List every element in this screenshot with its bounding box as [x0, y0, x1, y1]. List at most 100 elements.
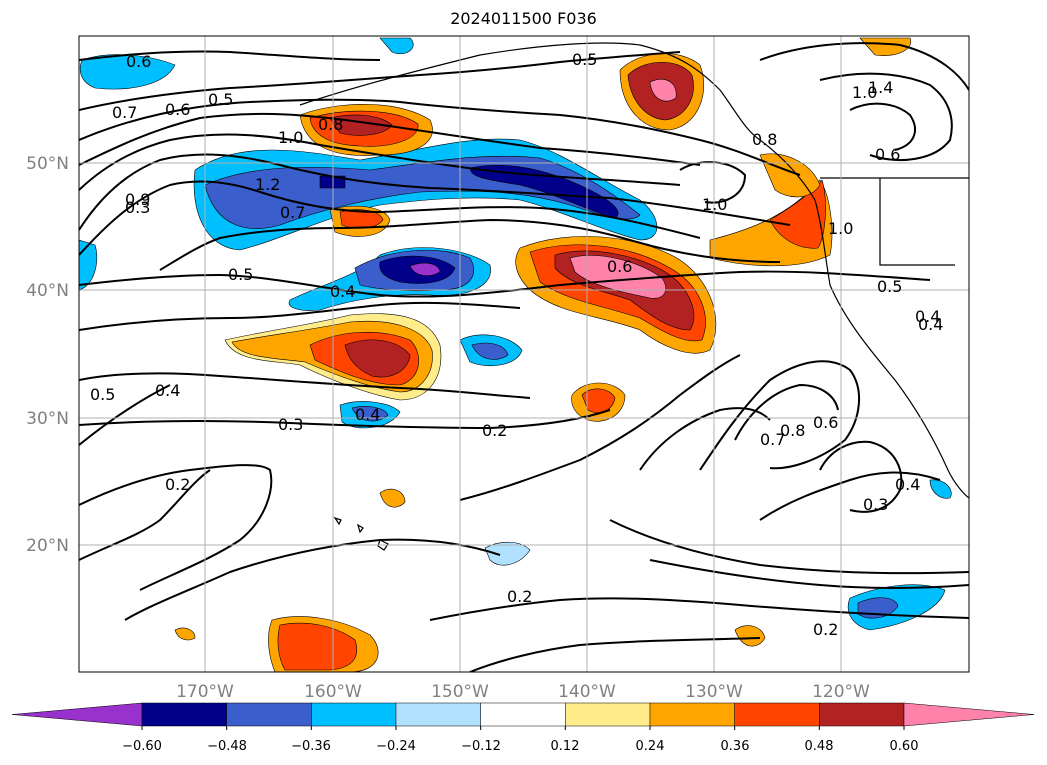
negative-cell-small-1 [484, 541, 531, 566]
contour-line-8 [159, 218, 781, 271]
contour-line-13 [79, 384, 171, 446]
contour-line-3 [79, 98, 801, 176]
contour-label: 0.8 [318, 115, 343, 134]
colorbar-segment [480, 702, 566, 727]
lon-labels: 170°W 160°W 150°W 140°W 130°W 120°W [176, 682, 870, 702]
contour-line-17 [459, 354, 741, 501]
contour-label: 0.8 [780, 421, 805, 440]
colorbar-segment [819, 702, 905, 727]
contour-line-25 [609, 519, 969, 575]
contour-label: 0.4 [330, 282, 355, 301]
positive-cell-alaska-inner [649, 78, 677, 102]
negative-cell-small-2 [929, 479, 952, 499]
contour-line-14 [79, 464, 273, 591]
contour-label: 0.5 [90, 385, 115, 404]
lat-label: 20°N [26, 536, 69, 556]
colorbar-tick-label: 0.24 [636, 739, 665, 754]
positive-cell-small-se [734, 625, 766, 647]
contour-line-23 [759, 471, 941, 521]
contour-label: 0.6 [875, 145, 900, 164]
contour-line-16 [124, 538, 501, 621]
colorbar-segment [395, 702, 481, 727]
contour-label: 0.2 [165, 475, 190, 494]
contour-line-6 [79, 153, 791, 231]
na-west-coast [759, 139, 969, 499]
colorbar-tick-label: −0.36 [291, 739, 331, 754]
contour-label: 1.0 [828, 219, 853, 238]
contour-label: 0.2 [482, 421, 507, 440]
contour-label: 0.3 [278, 415, 303, 434]
contour-label: 0.6 [126, 52, 151, 71]
positive-cell-small-south [379, 488, 406, 508]
contour-label: 0.9 [125, 190, 150, 209]
positive-cell-south-2-core [581, 388, 616, 413]
contour-label: 0.7 [760, 430, 785, 449]
contour-line-10 [79, 301, 521, 331]
contour-label: 0.2 [813, 620, 838, 639]
contour-line-2 [79, 51, 681, 111]
contour-label: 0.5 [572, 50, 597, 69]
colorbar-tick-label: 0.60 [890, 739, 919, 754]
contour-label: 0.4 [915, 307, 940, 326]
contour-label: 1.0 [852, 83, 877, 102]
colorbar-segment [734, 702, 820, 727]
coastlines [299, 42, 969, 551]
colorbar-segment [903, 702, 1035, 727]
contour-line-26 [639, 407, 771, 471]
colorbar-segment [226, 702, 312, 727]
colorbar-tick-labels: −0.60 −0.48 −0.36 −0.24 −0.12 0.12 0.24 … [122, 739, 918, 754]
map-title: 2024011500 F036 [450, 9, 597, 28]
contour-label: 0.4 [355, 405, 380, 424]
positive-cell-small-sw [174, 627, 196, 641]
lon-label: 130°W [685, 682, 743, 702]
positive-cell-central-pink [569, 255, 666, 299]
colorbar-segment [11, 702, 143, 727]
contour-line-15 [79, 469, 211, 561]
contour-line-1 [79, 50, 381, 61]
map-frame [78, 35, 970, 673]
contour-line-28 [759, 42, 969, 91]
colorbar-segment [565, 702, 651, 727]
contour-line-12 [79, 409, 611, 430]
lat-label: 30°N [26, 409, 69, 429]
positive-cell-sw-core [277, 622, 358, 671]
contour-label: 0.3 [125, 198, 150, 217]
contour-line-29 [849, 102, 916, 151]
contour-line-18 [429, 597, 969, 621]
colorbar-tick-label: −0.48 [207, 739, 247, 754]
contour-label: 1.2 [255, 175, 280, 194]
contour-label: 0.4 [895, 475, 920, 494]
map-area: 0.6 0.5 0.7 0.6 0.5 0.8 1.0 1.2 0.7 0.9 … [79, 36, 969, 672]
us-state-line [879, 178, 955, 266]
contour-label: 0.4 [155, 381, 180, 400]
positive-cell-coast-core [769, 179, 826, 249]
contour-line-11 [79, 372, 531, 399]
positive-cell-south-1-dark [344, 339, 411, 378]
negative-cell-north [379, 37, 414, 55]
contour-label: 0.5 [208, 90, 233, 109]
contour-line-4 [79, 112, 701, 166]
contour-label: 0.6 [607, 257, 632, 276]
contour-label: 0.2 [507, 587, 532, 606]
lat-labels: 50°N 40°N 30°N 20°N [26, 154, 69, 556]
lon-label: 150°W [431, 682, 489, 702]
contour-line-24 [649, 559, 969, 590]
colorbar-tick-label: −0.24 [376, 739, 416, 754]
contour-line-7 [79, 180, 701, 256]
lon-label: 170°W [176, 682, 234, 702]
contour-label: 0.6 [165, 100, 190, 119]
colorbar-tick-label: 0.48 [805, 739, 834, 754]
lon-label: 140°W [558, 682, 616, 702]
colorbar-tick-label: −0.12 [461, 739, 501, 754]
contour-label: 0.8 [752, 130, 777, 149]
contour-line-22 [819, 440, 903, 513]
contour-label: 1.0 [702, 195, 727, 214]
negative-cell-mid-core [471, 342, 509, 360]
colorbar [11, 702, 1035, 730]
contour-label: 1.4 [868, 78, 893, 97]
colorbar-segment [649, 702, 735, 727]
colorbar-segment [141, 702, 227, 727]
contour-line-20 [699, 360, 861, 471]
contour-label: 0.6 [813, 413, 838, 432]
lon-label: 120°W [812, 682, 870, 702]
